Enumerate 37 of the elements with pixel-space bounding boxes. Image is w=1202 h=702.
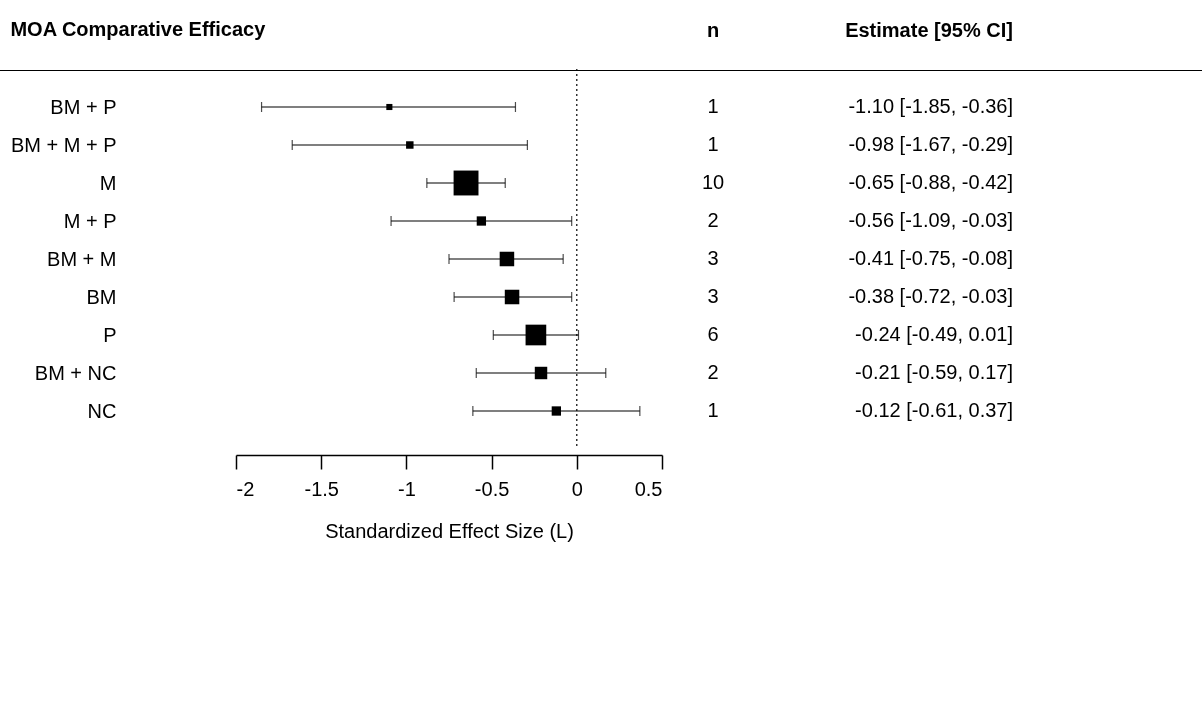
text: 2 [707, 361, 719, 383]
x-tick-label: -1 [398, 477, 416, 500]
y-tick-label: M [99, 171, 117, 194]
y-tick-label: P [103, 323, 117, 346]
data-label: -0.12 [-0.61, 0.37] [855, 399, 1013, 421]
data-label: -0.41 [-0.75, -0.08] [848, 247, 1013, 269]
text: Estimate [95% CI] [845, 19, 1013, 41]
text: n [706, 19, 720, 41]
data-label: -0.98 [-1.67, -0.29] [848, 133, 1013, 155]
y-tick-label: NC [87, 399, 117, 422]
data-label: -0.38 [-0.72, -0.03] [848, 285, 1013, 307]
data-label: -1.10 [-1.85, -0.36] [848, 95, 1013, 117]
text: 1 [707, 95, 719, 117]
x-tick-label: 0 [571, 477, 583, 500]
data-label: -0.56 [-1.09, -0.03] [848, 209, 1013, 231]
data-label: -0.24 [-0.49, 0.01] [855, 323, 1013, 345]
text: 10 [701, 171, 725, 193]
data-label: -0.21 [-0.59, 0.17] [855, 361, 1013, 383]
x-tick-label: 0.5 [634, 477, 663, 500]
x-tick-label: -0.5 [474, 477, 510, 500]
x-tick-label: -1.5 [304, 477, 339, 500]
chart-title: MOA Comparative Efficacy [10, 18, 267, 41]
y-tick-label: M + P [63, 209, 117, 232]
text: 1 [707, 399, 719, 421]
x-axis-title: Standardized Effect Size (L) [325, 519, 574, 542]
y-tick-label: BM + NC [34, 361, 117, 384]
text: 3 [707, 285, 719, 307]
text: 3 [707, 247, 719, 269]
y-tick-label: BM + M [47, 247, 117, 270]
y-tick-label: BM + M + P [10, 133, 117, 156]
data-label: -0.65 [-0.88, -0.42] [848, 171, 1013, 193]
y-tick-label: BM + P [50, 95, 117, 118]
text: 6 [707, 323, 719, 345]
text: 1 [707, 133, 719, 155]
text: 2 [707, 209, 719, 231]
x-tick-label: -2 [236, 477, 255, 500]
y-tick-label: BM [86, 285, 117, 308]
